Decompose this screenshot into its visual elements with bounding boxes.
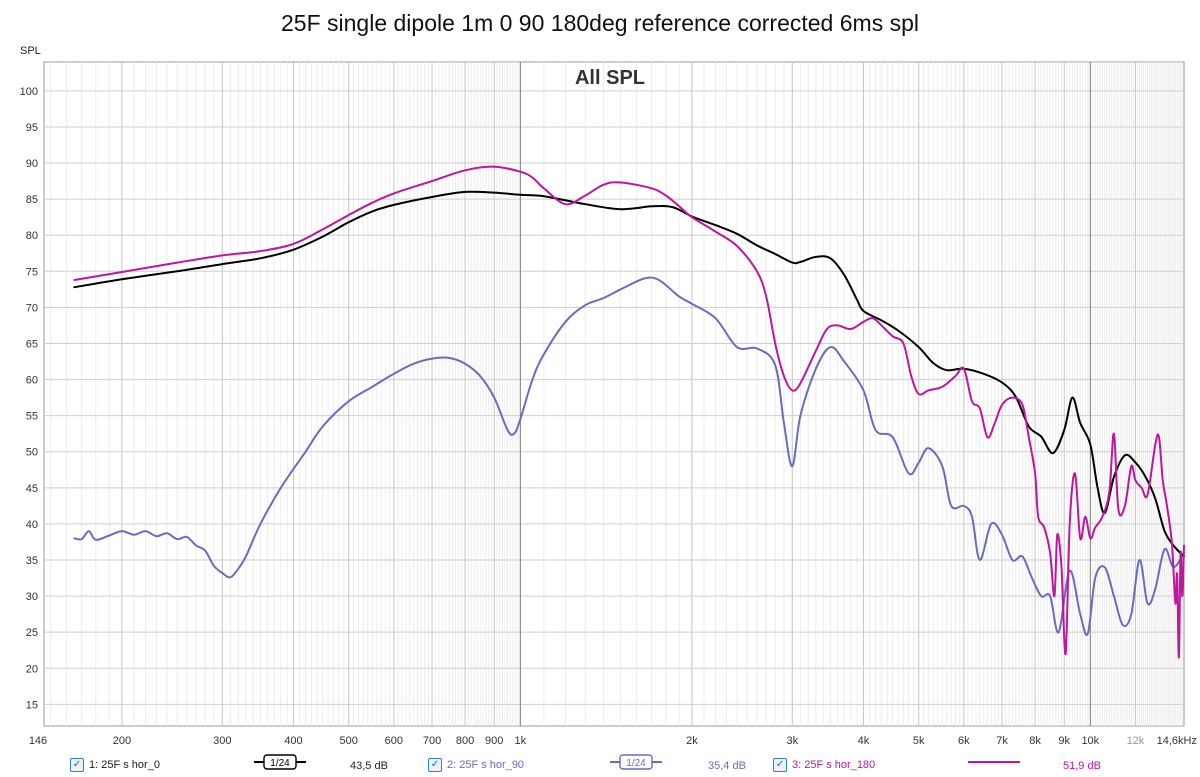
x-tick-label: 200 (113, 735, 131, 747)
legend-item-series-3[interactable]: ✓ 3: 25F s hor_180 (773, 758, 875, 772)
y-tick-label: 30 (26, 591, 38, 603)
x-tick-labels: 146 200 300 400 500 600 700 800 900 1k 2k 3k 4k 5k 6k 7… (29, 735, 1197, 747)
y-tick-label: 20 (26, 663, 38, 675)
legend: ✓ 1: 25F s hor_0 1/24 43,5 dB ✓ 2: 25F s… (0, 752, 1200, 777)
series-2-name: 2: 25F s hor_90 (447, 759, 525, 771)
svg-text:1/24: 1/24 (270, 758, 290, 769)
series-1-name: 1: 25F s hor_0 (89, 759, 160, 771)
series-line-2 (73, 276, 1185, 636)
x-tick-label: 400 (284, 735, 302, 747)
chart-subtitle: All SPL (575, 67, 645, 89)
y-tick-label: 65 (26, 338, 38, 350)
checkbox-icon[interactable]: ✓ (773, 758, 787, 772)
x-tick-label: 500 (340, 735, 358, 747)
y-tick-label: 80 (26, 230, 38, 242)
y-tick-label: 15 (26, 699, 38, 711)
x-tick-label: 9k (1058, 735, 1070, 747)
x-tick-label: 1k (515, 735, 527, 747)
series-line-3 (73, 165, 1185, 659)
y-tick-label: 85 (26, 194, 38, 206)
plot-frame[interactable] (43, 61, 1185, 727)
series-lines (73, 165, 1185, 659)
y-tick-label: 55 (26, 411, 38, 423)
x-tick-label: 800 (456, 735, 474, 747)
x-tick-label: 2k (686, 735, 698, 747)
x-tick-label: 900 (485, 735, 503, 747)
legend-item-series-1[interactable]: ✓ 1: 25F s hor_0 (70, 758, 160, 772)
y-tick-label: 100 (20, 86, 38, 98)
x-tick-label: 146 (29, 735, 47, 747)
y-tick-label: 90 (26, 158, 38, 170)
y-tick-label: 35 (26, 555, 38, 567)
y-axis-label: SPL (20, 45, 41, 57)
checkbox-icon[interactable]: ✓ (428, 758, 442, 772)
legend-item-series-2[interactable]: ✓ 2: 25F s hor_90 (428, 758, 524, 772)
y-tick-label: 25 (26, 627, 38, 639)
series-line-1 (73, 190, 1185, 558)
y-tick-label: 45 (26, 483, 38, 495)
y-tick-label: 50 (26, 447, 38, 459)
x-tick-label: 12k (1127, 735, 1145, 747)
series-2-smoothing[interactable]: 1/24 (610, 754, 662, 770)
x-tick-label: 6k (958, 735, 970, 747)
x-tick-label: 4k (858, 735, 870, 747)
y-tick-labels: 100 95 90 85 80 75 70 65 60 55 50 45 40 35 30 25 20 15 (20, 86, 38, 711)
y-tick-label: 75 (26, 266, 38, 278)
series-3-level: 51,9 dB (1063, 760, 1101, 772)
x-tick-label: 600 (385, 735, 403, 747)
series-2-level: 35,4 dB (708, 760, 746, 772)
x-tick-label: 300 (213, 735, 231, 747)
x-tick-label: 3k (786, 735, 798, 747)
series-3-name: 3: 25F s hor_180 (792, 759, 876, 771)
y-tick-label: 95 (26, 122, 38, 134)
x-tick-label: 8k (1029, 735, 1041, 747)
x-tick-label: 5k (913, 735, 925, 747)
svg-text:1/24: 1/24 (626, 758, 646, 769)
x-tick-label: 14,6kHz (1157, 735, 1197, 747)
chart-title: 25F single dipole 1m 0 90 180deg referen… (281, 10, 919, 36)
y-tick-label: 60 (26, 375, 38, 387)
grid (44, 62, 1184, 726)
series-3-line-swatch[interactable] (968, 754, 1020, 770)
series-1-level: 43,5 dB (350, 760, 388, 772)
checkbox-icon[interactable]: ✓ (70, 758, 84, 772)
y-tick-label: 70 (26, 302, 38, 314)
x-tick-label: 700 (423, 735, 441, 747)
x-tick-label: 10k (1081, 735, 1099, 747)
x-tick-label: 7k (996, 735, 1008, 747)
y-tick-label: 40 (26, 519, 38, 531)
series-1-smoothing[interactable]: 1/24 (254, 754, 306, 770)
